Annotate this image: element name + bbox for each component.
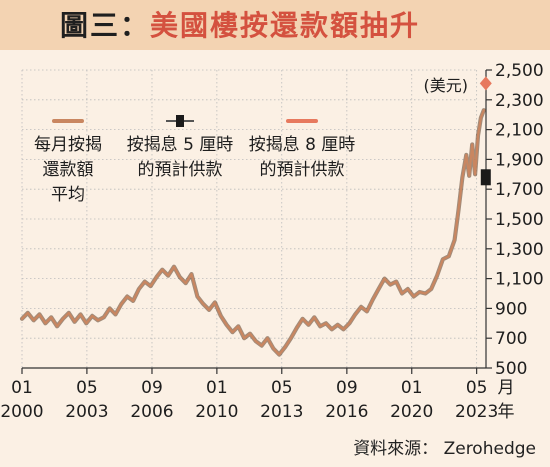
title-bar: [0, 0, 550, 50]
y-tick-label: 1,700: [495, 180, 544, 200]
marker-8pct: [479, 76, 492, 91]
x-tick-label-month: 05: [466, 378, 488, 398]
x-tick-label-year: 2006: [130, 402, 173, 422]
chart-title: 圖三：美國樓按還款額抽升: [60, 6, 420, 46]
x-tick-label-year: 2003: [65, 402, 108, 422]
legend-swatch-2: [176, 115, 184, 127]
x-tick-label-year: 2020: [390, 402, 433, 422]
legend-label-2: 按揭息 5 厘時: [127, 135, 234, 155]
x-tick-label-month: 01: [11, 378, 33, 398]
y-tick-label: 1,500: [495, 210, 544, 230]
x-tick-label-year: 2016: [325, 402, 368, 422]
y-tick-label: 500: [495, 359, 527, 379]
x-unit-label-year: 年: [498, 402, 515, 422]
x-tick-label-month: 05: [271, 378, 293, 398]
x-tick-label-month: 01: [401, 378, 423, 398]
chart-title-main: 美國樓按還款額抽升: [150, 9, 421, 42]
x-unit-label-month: 月: [498, 378, 515, 398]
x-tick-label-month: 01: [206, 378, 228, 398]
legend-label-1: 還款額: [43, 160, 94, 180]
y-tick-label: 2,300: [495, 91, 544, 111]
series-line-average: [20, 109, 485, 356]
y-unit-label: (美元): [424, 76, 469, 95]
legend-label-1: 每月按揭: [34, 135, 102, 155]
y-tick-label: 700: [495, 329, 527, 349]
y-tick-label: 900: [495, 299, 527, 319]
legend-label-1: 平均: [51, 185, 85, 205]
x-tick-label-month: 09: [336, 378, 358, 398]
marker-5pct: [480, 169, 491, 186]
x-tick-label-month: 05: [76, 378, 98, 398]
x-tick-label-year: 2000: [0, 402, 43, 422]
legend-label-3: 按揭息 8 厘時: [249, 135, 356, 155]
x-tick-label-year: 2023: [455, 402, 498, 422]
legend-label-3: 的預計供款: [260, 160, 345, 180]
source-label: 資料來源： Zerohedge: [353, 439, 536, 459]
x-tick-label-month: 09: [141, 378, 163, 398]
legend-label-2: 的預計供款: [138, 160, 223, 180]
chart-svg: 500 700 900 1,100 1,300 1,500 1,700 1,900 2,100 2…: [0, 61, 544, 422]
x-tick-label-year: 2013: [260, 402, 303, 422]
y-tick-label: 2,100: [495, 121, 544, 141]
y-tick-label: 1,100: [495, 270, 544, 290]
y-tick-label: 1,300: [495, 240, 544, 260]
y-tick-label: 1,900: [495, 150, 544, 170]
x-tick-label-year: 2010: [195, 402, 238, 422]
y-tick-label: 2,500: [495, 61, 544, 81]
chart-title-prefix: 圖三：: [60, 9, 151, 42]
